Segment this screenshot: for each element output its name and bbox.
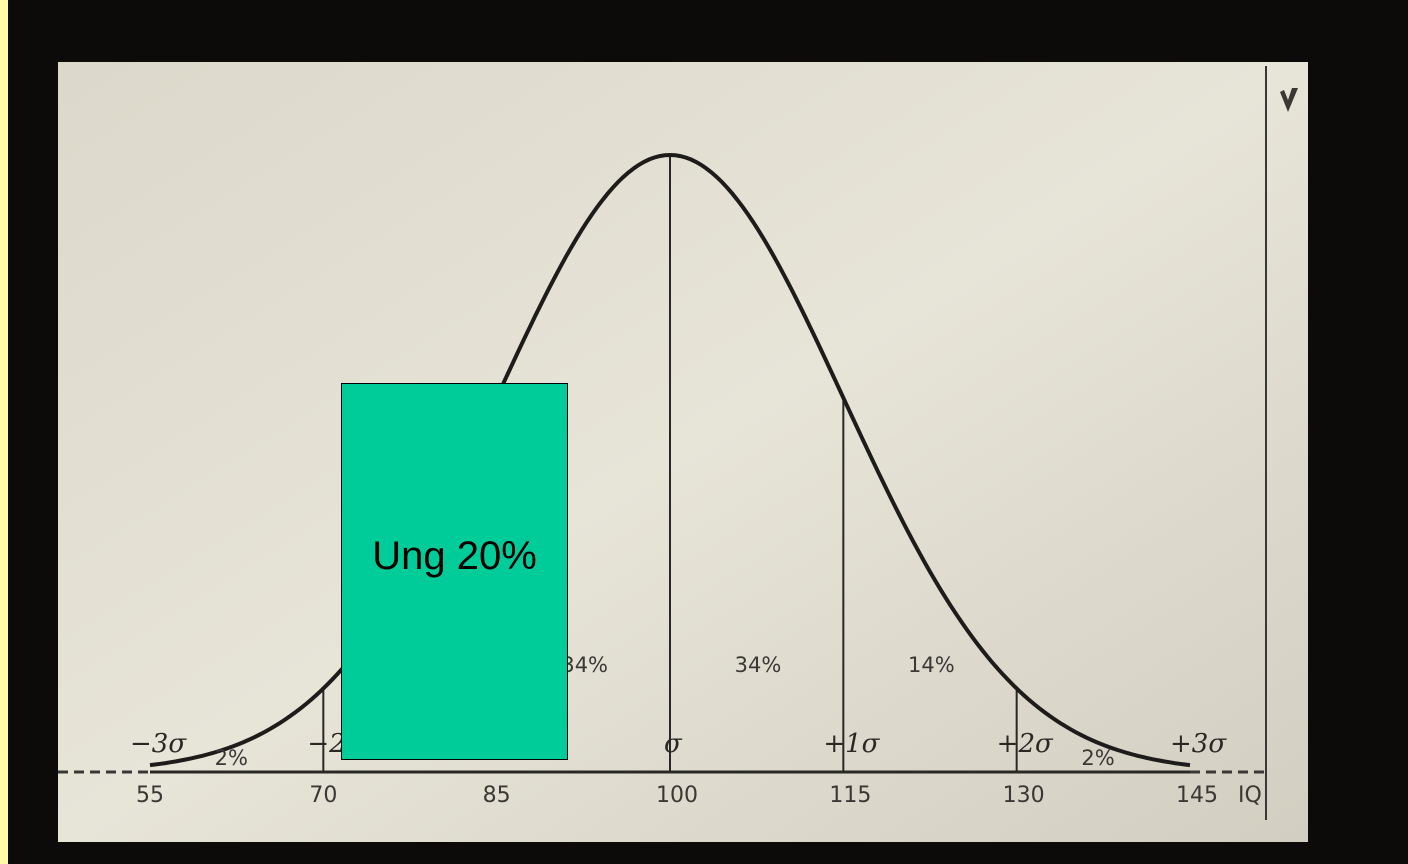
sigma-label: σ <box>664 729 683 759</box>
corner-mark <box>1280 88 1298 112</box>
x-tick-label: 115 <box>829 783 871 808</box>
sigma-label: +3σ <box>1170 729 1227 759</box>
x-tick-label: 70 <box>309 783 337 808</box>
x-axis-label: IQ <box>1238 783 1262 808</box>
region-percent-label: 14% <box>908 653 955 677</box>
region-percent-label: 34% <box>561 653 608 677</box>
x-tick-label: 145 <box>1176 783 1218 808</box>
normal-curve <box>149 152 1191 768</box>
region-percent-label: 2% <box>215 746 248 770</box>
paper-background <box>58 62 1308 842</box>
region-percent-label: 2% <box>1081 746 1114 770</box>
overlay-label: Ung 20% <box>372 534 537 578</box>
x-tick-label: 100 <box>656 783 698 808</box>
region-percent-label: 34% <box>735 653 782 677</box>
x-tick-label: 85 <box>483 783 511 808</box>
sigma-label: +1σ <box>823 729 880 759</box>
x-tick-label: 130 <box>1003 783 1045 808</box>
sigma-label: −3σ <box>130 729 187 759</box>
sigma-label: +2σ <box>997 729 1054 759</box>
overlay-box: Ung 20% <box>341 383 568 760</box>
x-tick-label: 55 <box>136 783 164 808</box>
